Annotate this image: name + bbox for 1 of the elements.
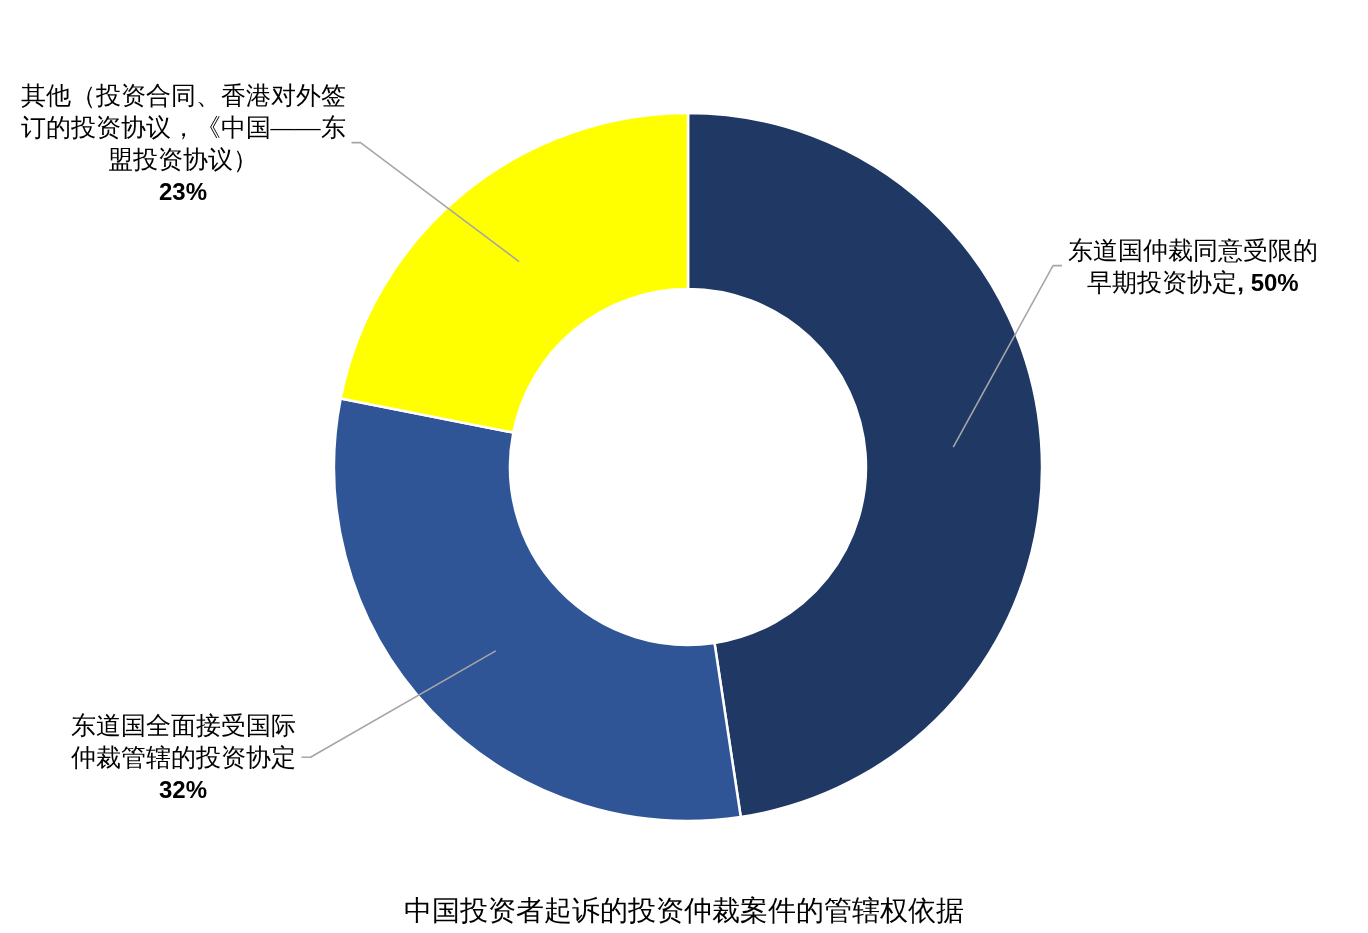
title: 中国投资者起诉的投资仲裁案件的管辖权依据 [404,895,964,926]
